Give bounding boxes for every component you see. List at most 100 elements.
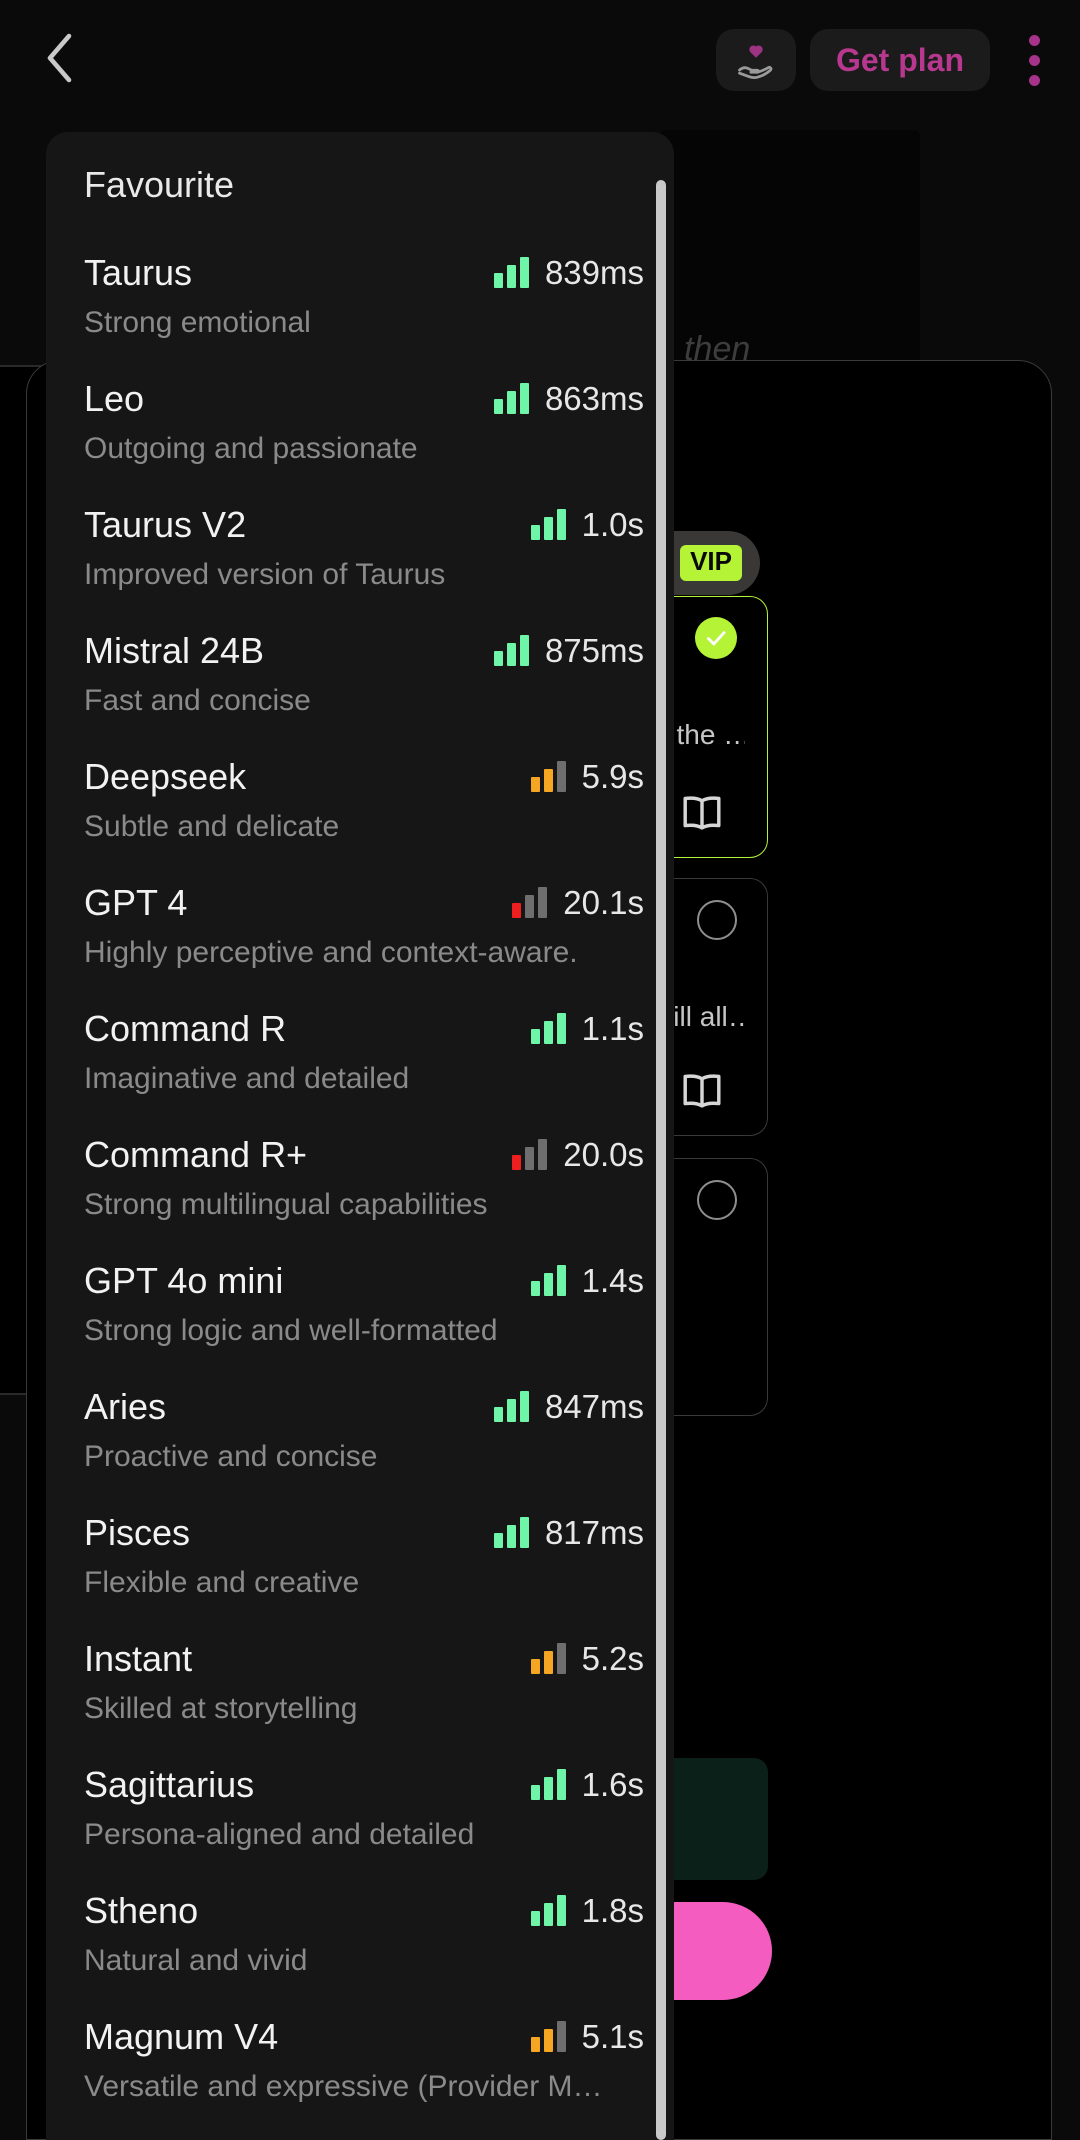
model-name: Taurus V2 [84, 504, 247, 545]
model-latency-group: 839ms [493, 254, 644, 292]
signal-bar [556, 1769, 566, 1800]
signal-bars-icon [493, 1391, 529, 1422]
model-row[interactable]: Taurus V2 1.0s Improved version of Taurus [46, 496, 674, 622]
model-latency-group: 5.9s [530, 758, 644, 796]
hand-holding-heart-button[interactable] [715, 29, 796, 91]
model-latency-group: 817ms [493, 1514, 644, 1552]
model-name: Stheno [84, 1890, 199, 1931]
model-latency-group: 20.0s [512, 1136, 644, 1174]
signal-bars-icon [530, 1265, 566, 1296]
model-row[interactable]: Magnum V4 5.1s Versatile and expressive (P… [46, 2008, 674, 2134]
model-latency: 1.8s [581, 1892, 644, 1929]
model-latency: 1.4s [581, 1262, 644, 1299]
signal-bar [530, 777, 540, 792]
kebab-dot [1028, 74, 1040, 86]
signal-bar [519, 383, 529, 414]
model-name: Taurus [84, 252, 193, 293]
signal-bar [493, 1533, 503, 1548]
signal-bar [538, 1139, 548, 1170]
signal-bar [530, 1029, 540, 1044]
signal-bar [512, 1155, 522, 1170]
signal-bar [519, 1391, 529, 1422]
model-name: Leo [84, 378, 145, 419]
signal-bar [556, 1643, 566, 1674]
model-name: Command R [84, 1008, 287, 1049]
model-row[interactable]: Command R 1.1s Imaginative and detailed [46, 1000, 674, 1126]
model-row[interactable]: Pisces 817ms Flexible and creative [46, 1504, 674, 1630]
model-row-header: Deepseek 5.9s [84, 748, 644, 806]
model-name: GPT 4 [84, 882, 188, 923]
signal-bar [543, 2029, 553, 2052]
model-name: Pisces [84, 1512, 191, 1553]
model-description: Outgoing and passionate [84, 432, 418, 465]
circle-outline-icon[interactable] [697, 1180, 737, 1220]
signal-bar [530, 2037, 540, 2052]
circle-outline-icon[interactable] [697, 900, 737, 940]
check-circle-filled-icon[interactable] [695, 617, 737, 659]
book-open-icon[interactable] [679, 1070, 725, 1117]
model-latency: 1.6s [581, 1766, 644, 1803]
signal-bar [538, 887, 548, 918]
model-row[interactable]: GPT 4 20.1s Highly perceptive and context-… [46, 874, 674, 1000]
signal-bars-icon [530, 1769, 566, 1800]
signal-bars-icon [493, 1517, 529, 1548]
model-name: Aries [84, 1386, 167, 1427]
model-row[interactable]: Mistral 24B 875ms Fast and concise [46, 622, 674, 748]
signal-bars-icon [512, 887, 548, 918]
model-row[interactable]: Instant 5.2s Skilled at storytelling [46, 1630, 674, 1756]
model-row[interactable]: Sagittarius 1.6s Persona-aligned and detai… [46, 1756, 674, 1882]
signal-bar [556, 761, 566, 792]
model-row-header: Leo 863ms [84, 370, 644, 428]
model-description: Strong multilingual capabilities [84, 1188, 488, 1221]
back-button[interactable] [30, 28, 90, 88]
signal-bar [506, 1399, 516, 1422]
model-latency-group: 847ms [493, 1388, 644, 1426]
signal-bars-icon [512, 1139, 548, 1170]
model-row[interactable]: Stheno 1.8s Natural and vivid [46, 1882, 674, 2008]
model-description: Persona-aligned and detailed [84, 1818, 475, 1851]
model-row-header: Command R+ 20.0s [84, 1126, 644, 1184]
book-open-icon[interactable] [679, 792, 725, 839]
model-description: Skilled at storytelling [84, 1692, 358, 1725]
signal-bars-icon [530, 2021, 566, 2052]
vip-badge: VIP [680, 545, 742, 581]
kebab-dot [1028, 34, 1040, 46]
model-row[interactable]: Taurus 839ms Strong emotional [46, 244, 674, 370]
model-row[interactable]: Command R+ 20.0s Strong multilingual capab… [46, 1126, 674, 1252]
model-description: Strong emotional [84, 306, 311, 339]
signal-bar [556, 1265, 566, 1296]
model-row-header: Stheno 1.8s [84, 1882, 644, 1940]
dropdown-title: Favourite [84, 164, 235, 205]
top-bar: Get plan [0, 0, 1080, 110]
model-row-header: Aries 847ms [84, 1378, 644, 1436]
signal-bar [525, 1147, 535, 1170]
signal-bar [519, 257, 529, 288]
model-latency-group: 1.1s [530, 1010, 644, 1048]
get-plan-button[interactable]: Get plan [809, 29, 990, 91]
model-row[interactable]: Aries 847ms Proactive and concise [46, 1378, 674, 1504]
model-latency: 1.0s [581, 506, 644, 543]
chevron-left-icon [47, 33, 72, 83]
kebab-dot [1028, 54, 1040, 66]
model-row[interactable]: GPT 4o mini 1.4s Strong logic and well-for… [46, 1252, 674, 1378]
vertical-scrollbar[interactable] [656, 180, 666, 2140]
model-row[interactable]: Deepseek 5.9s Subtle and delicate [46, 748, 674, 874]
model-latency: 839ms [544, 254, 644, 291]
signal-bar [530, 1911, 540, 1926]
model-latency: 20.1s [563, 884, 644, 921]
signal-bars-icon [530, 509, 566, 540]
model-row-header: Magnum V4 5.1s [84, 2008, 644, 2066]
signal-bars-icon [493, 257, 529, 288]
model-latency: 5.9s [581, 758, 644, 795]
model-row-header: GPT 4 20.1s [84, 874, 644, 932]
model-latency-group: 5.1s [530, 2018, 644, 2056]
more-vertical-icon[interactable] [1004, 26, 1064, 94]
model-description: Subtle and delicate [84, 810, 340, 843]
signal-bar [493, 273, 503, 288]
signal-bar [530, 1659, 540, 1674]
model-row-header: GPT 4o mini 1.4s [84, 1252, 644, 1310]
model-row[interactable]: Leo 863ms Outgoing and passionate [46, 370, 674, 496]
signal-bars-icon [530, 1895, 566, 1926]
signal-bar [543, 517, 553, 540]
model-latency-group: 20.1s [512, 884, 644, 922]
